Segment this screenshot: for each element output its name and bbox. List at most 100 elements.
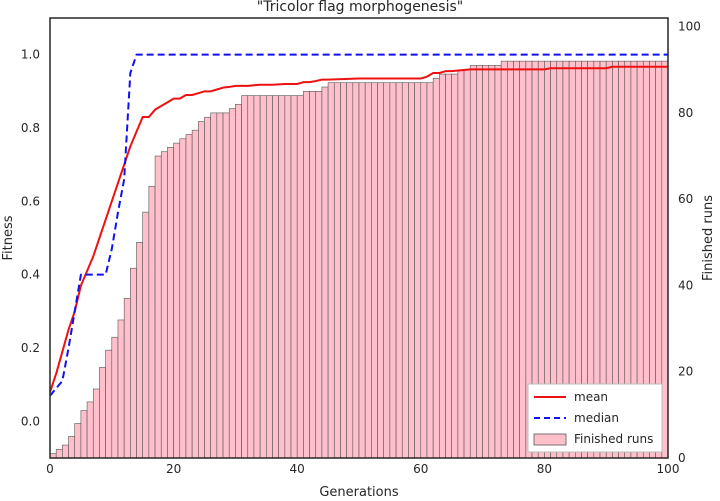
finished-runs-bar	[290, 95, 298, 459]
y2-tick-label: 80	[678, 106, 693, 120]
finished-runs-bar	[482, 65, 490, 459]
finished-runs-bar	[80, 410, 88, 459]
finished-runs-bar	[321, 86, 329, 459]
finished-runs-bar	[414, 82, 422, 459]
finished-runs-bar	[507, 60, 514, 459]
finished-runs-bar	[123, 298, 131, 459]
finished-runs-bar	[62, 444, 69, 459]
x-tick-label: 100	[657, 462, 680, 476]
fitness-lines	[49, 53, 668, 397]
finished-runs-bar	[488, 65, 496, 459]
finished-runs-bar	[327, 82, 335, 459]
finished-runs-bar	[222, 112, 230, 459]
finished-runs-bar	[160, 151, 168, 459]
legend-finished-runs-swatch	[533, 433, 567, 446]
finished-runs-bar	[216, 112, 224, 459]
finished-runs-bar	[259, 95, 267, 459]
x-tick-label: 40	[290, 462, 305, 476]
finished-runs-bar	[204, 116, 211, 459]
finished-runs-bar	[333, 82, 341, 459]
finished-runs-bar	[432, 78, 440, 459]
finished-runs-bar	[303, 91, 310, 459]
x-tick-label: 80	[537, 462, 552, 476]
finished-runs-bar	[371, 82, 378, 459]
x-axis-ticks: 0 20 40 60 80 100	[46, 462, 679, 476]
finished-runs-bar	[99, 367, 106, 459]
finished-runs-bar	[210, 112, 218, 459]
finished-runs-bar	[185, 134, 193, 459]
y-tick-label: 0.2	[21, 341, 40, 355]
finished-runs-bars	[49, 60, 669, 459]
finished-runs-bar	[228, 108, 236, 459]
finished-runs-bar	[383, 82, 391, 459]
finished-runs-bar	[278, 95, 286, 459]
finished-runs-bar	[420, 82, 428, 459]
y2-tick-label: 40	[678, 278, 693, 292]
finished-runs-bar	[136, 242, 144, 459]
finished-runs-bar	[265, 95, 273, 459]
y-tick-label: 0.8	[21, 121, 40, 135]
y-axis-label: Fitness	[1, 215, 16, 260]
finished-runs-bar	[500, 60, 508, 459]
finished-runs-bar	[55, 449, 63, 459]
finished-runs-bar	[148, 185, 156, 459]
y-tick-label: 0.4	[21, 268, 40, 282]
finished-runs-bar	[284, 95, 292, 459]
finished-runs-bar	[142, 211, 150, 459]
finished-runs-bar	[377, 82, 385, 459]
legend-finished-runs-label: Finished runs	[574, 432, 653, 446]
finished-runs-bar	[519, 60, 527, 459]
mean-line	[49, 65, 668, 393]
finished-runs-bar	[395, 82, 403, 459]
finished-runs-bar	[364, 82, 372, 459]
finished-runs-bar	[198, 121, 205, 459]
finished-runs-bar	[154, 155, 162, 459]
legend-mean-label: mean	[574, 390, 608, 404]
y2-axis-ticks: 0 20 40 60 80 100	[678, 20, 701, 465]
finished-runs-bar	[74, 423, 82, 459]
finished-runs-bar	[105, 349, 113, 459]
y2-tick-label: 100	[678, 20, 701, 34]
finished-runs-bar	[130, 267, 137, 459]
finished-runs-bar	[247, 95, 255, 459]
finished-runs-bar	[92, 388, 100, 459]
finished-runs-bar	[191, 129, 199, 459]
finished-runs-bar	[513, 60, 520, 459]
y-axis-ticks: 0.0 0.2 0.4 0.6 0.8 1.0	[21, 48, 40, 429]
finished-runs-bar	[86, 401, 94, 459]
finished-runs-bar	[173, 142, 181, 459]
y2-axis-label: Finished runs	[701, 195, 716, 281]
x-tick-label: 0	[46, 462, 54, 476]
y-tick-label: 0.0	[21, 414, 40, 428]
finished-runs-bar	[352, 82, 360, 459]
finished-runs-bar	[401, 82, 409, 459]
median-line	[49, 53, 668, 397]
finished-runs-bar	[661, 60, 669, 459]
finished-runs-bar	[117, 319, 125, 459]
finished-runs-bar	[346, 82, 354, 459]
finished-runs-bar	[111, 336, 119, 459]
finished-runs-bar	[476, 65, 483, 459]
finished-runs-bar	[309, 91, 317, 459]
finished-runs-bar	[167, 147, 174, 459]
y-tick-label: 1.0	[21, 48, 40, 62]
finished-runs-bar	[457, 69, 465, 459]
finished-runs-bar	[68, 436, 76, 459]
finished-runs-bar	[315, 91, 323, 459]
x-tick-label: 60	[413, 462, 428, 476]
y2-tick-label: 0	[678, 451, 686, 465]
finished-runs-bar	[439, 73, 446, 459]
finished-runs-bar	[426, 82, 434, 459]
finished-runs-bar	[296, 95, 304, 459]
finished-runs-bar	[451, 73, 459, 459]
finished-runs-bar	[272, 95, 279, 459]
legend: mean median Finished runs	[527, 383, 663, 453]
finished-runs-bar	[241, 95, 249, 459]
chart-title: "Tricolor flag morphogenesis"	[257, 0, 463, 15]
plot-frame	[49, 17, 669, 459]
finished-runs-bar	[494, 65, 502, 459]
legend-median-label: median	[574, 411, 619, 425]
x-tick-label: 20	[166, 462, 181, 476]
